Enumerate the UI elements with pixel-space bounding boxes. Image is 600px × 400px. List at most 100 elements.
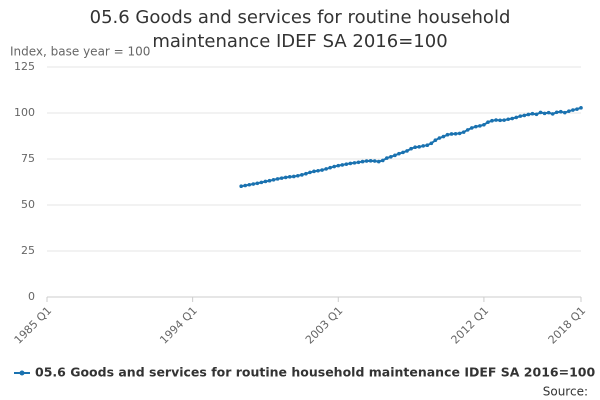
data-point xyxy=(352,161,357,165)
data-point xyxy=(417,145,421,149)
data-point xyxy=(393,153,397,158)
data-point xyxy=(283,175,288,180)
data-point xyxy=(308,170,312,175)
data-point xyxy=(275,177,280,181)
data-point xyxy=(251,182,256,186)
data-point xyxy=(259,180,264,185)
data-point xyxy=(360,159,365,164)
data-point xyxy=(332,164,337,169)
y-axis-label: Index, base year = 100 xyxy=(10,45,150,59)
data-point xyxy=(465,128,470,132)
data-point xyxy=(514,115,519,120)
data-point xyxy=(518,114,523,118)
y-tick-label: 75 xyxy=(21,152,35,165)
data-point xyxy=(340,163,345,167)
data-point xyxy=(558,109,563,114)
data-point xyxy=(300,173,304,177)
x-tick-label: 2012 Q1 xyxy=(449,304,492,347)
data-point xyxy=(510,116,515,121)
data-point xyxy=(304,171,308,176)
y-tick-label: 125 xyxy=(14,60,35,73)
data-point xyxy=(368,159,373,163)
data-point xyxy=(421,144,426,148)
data-point xyxy=(324,167,328,171)
data-point xyxy=(336,163,341,168)
data-point xyxy=(320,168,324,172)
data-point xyxy=(554,110,559,115)
data-point xyxy=(271,177,276,182)
data-point xyxy=(538,110,543,115)
data-point xyxy=(401,150,405,155)
y-tick-label: 0 xyxy=(28,290,35,303)
data-point xyxy=(287,175,292,179)
data-point xyxy=(389,154,393,159)
data-point xyxy=(296,173,300,178)
data-point xyxy=(291,174,296,179)
x-tick-label: 2018 Q1 xyxy=(546,304,589,347)
data-point xyxy=(344,162,349,166)
data-point xyxy=(502,118,506,122)
legend-marker xyxy=(19,370,25,376)
data-point xyxy=(263,179,268,184)
data-point xyxy=(506,117,510,122)
y-tick-label: 100 xyxy=(14,106,35,119)
data-point xyxy=(437,136,442,140)
data-point xyxy=(494,118,498,122)
data-point xyxy=(356,160,361,165)
data-point xyxy=(397,151,401,156)
data-point xyxy=(364,159,369,163)
data-point xyxy=(567,109,571,113)
data-point xyxy=(478,124,482,128)
y-tick-label: 25 xyxy=(21,244,35,257)
data-point xyxy=(498,118,502,123)
data-point xyxy=(546,110,551,115)
legend-label: 05.6 Goods and services for routine hous… xyxy=(35,365,595,380)
data-point xyxy=(453,131,458,136)
data-point xyxy=(461,130,466,134)
data-point xyxy=(563,110,567,115)
data-point xyxy=(550,112,555,116)
data-point xyxy=(433,138,438,143)
data-point xyxy=(376,159,381,164)
data-point xyxy=(530,111,535,116)
data-point xyxy=(380,158,385,163)
data-point xyxy=(474,124,478,129)
data-point xyxy=(312,169,316,174)
y-tick-label: 50 xyxy=(21,198,35,211)
data-point xyxy=(571,108,575,112)
data-point xyxy=(243,183,248,188)
x-tick-label: 2003 Q1 xyxy=(303,304,346,347)
data-point xyxy=(579,106,583,110)
data-point xyxy=(348,161,353,166)
data-point xyxy=(247,182,252,187)
source: Source: xyxy=(543,385,588,399)
data-point xyxy=(486,120,490,124)
data-point xyxy=(372,159,377,163)
data-point xyxy=(385,156,389,160)
data-point xyxy=(449,132,454,136)
data-point xyxy=(279,176,284,180)
data-point xyxy=(413,145,417,150)
data-point xyxy=(575,107,579,111)
chart-title: 05.6 Goods and services for routine hous… xyxy=(89,7,511,52)
data-point xyxy=(445,132,450,137)
x-tick-label: 1994 Q1 xyxy=(157,304,200,347)
data-point xyxy=(522,113,527,118)
data-point xyxy=(490,118,494,123)
data-point xyxy=(542,111,547,116)
data-point xyxy=(328,165,332,170)
data-point xyxy=(267,178,272,183)
data-point xyxy=(316,168,320,173)
data-point xyxy=(441,134,446,139)
data-point xyxy=(409,146,413,151)
data-point xyxy=(239,184,243,189)
data-point xyxy=(429,141,434,146)
x-tick-label: 1985 Q1 xyxy=(12,304,55,347)
data-point xyxy=(526,112,531,117)
data-point xyxy=(469,126,474,130)
data-point xyxy=(482,122,486,127)
data-point xyxy=(255,181,260,186)
data-point xyxy=(405,149,409,153)
